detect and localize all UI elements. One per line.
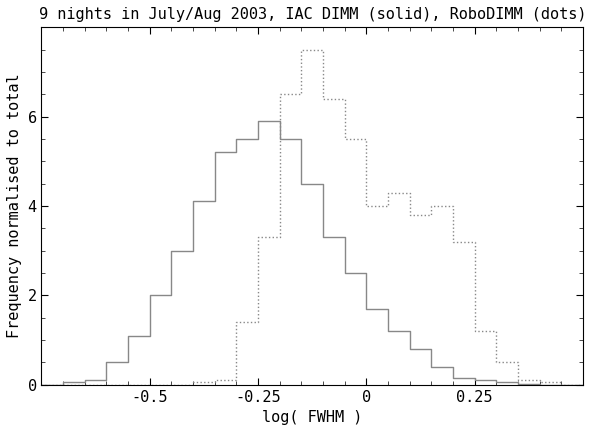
X-axis label: log( FWHM ): log( FWHM )	[262, 410, 362, 425]
Y-axis label: Frequency normalised to total: Frequency normalised to total	[7, 73, 22, 338]
Title: 9 nights in July/Aug 2003, IAC DIMM (solid), RoboDIMM (dots): 9 nights in July/Aug 2003, IAC DIMM (sol…	[38, 7, 586, 22]
